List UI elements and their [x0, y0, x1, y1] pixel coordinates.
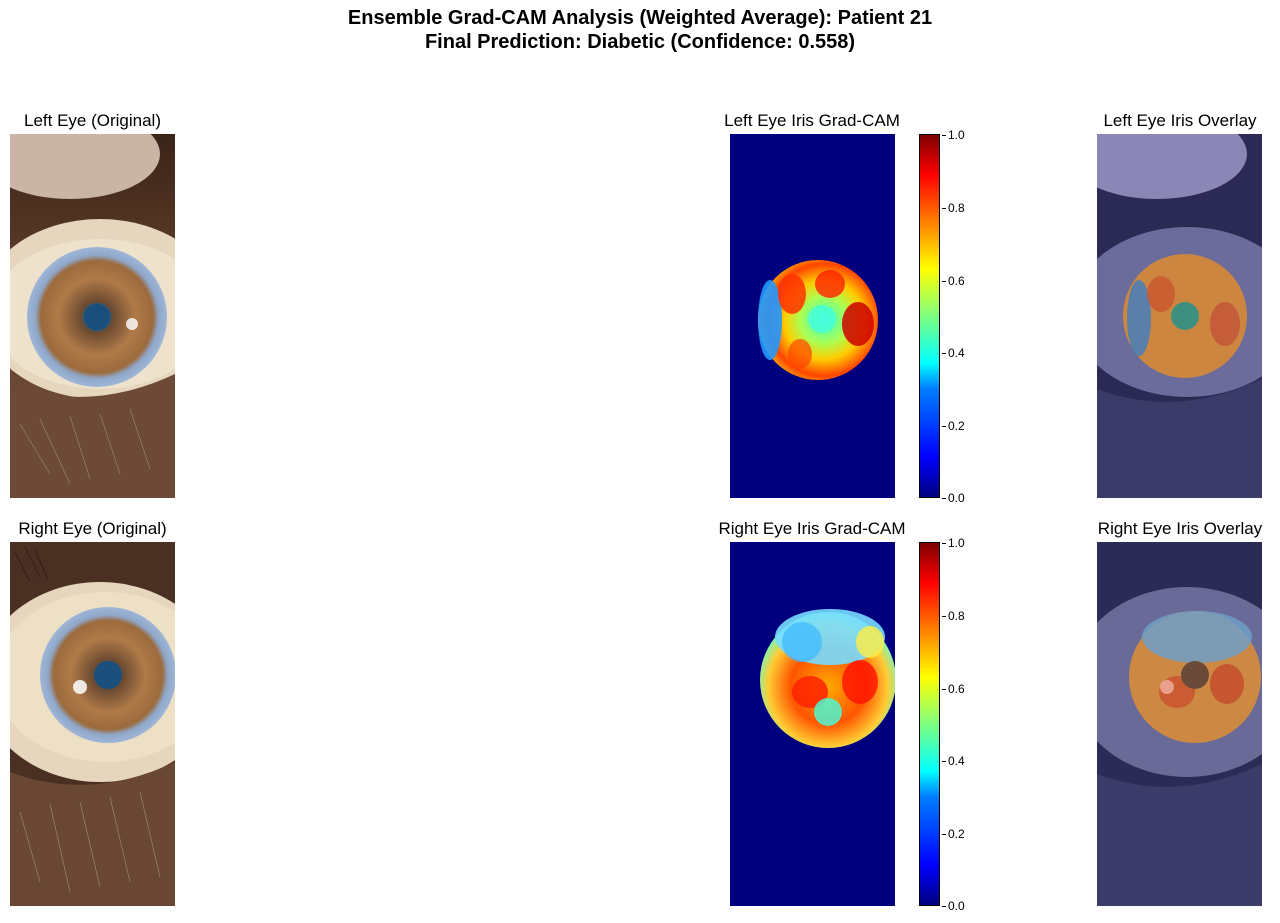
left-colorbar — [919, 134, 940, 498]
right-eye-original-image — [10, 542, 175, 906]
left-cbar-tick: 0.8 — [942, 201, 965, 215]
left-overlay-title: Left Eye Iris Overlay — [1103, 111, 1257, 130]
right-gradcam-title: Right Eye Iris Grad-CAM — [718, 519, 906, 538]
right-eye-gradcam-heatmap — [730, 542, 895, 906]
right-cbar-tick: 1.0 — [942, 536, 965, 550]
right-cbar-tick: 0.6 — [942, 682, 965, 696]
figure-title: Ensemble Grad-CAM Analysis (Weighted Ave… — [0, 6, 1280, 54]
right-cbar-tick: 0.8 — [942, 609, 965, 623]
left-cbar-tick: 1.0 — [942, 128, 965, 142]
left-cbar-tick: 0.0 — [942, 491, 965, 505]
right-cbar-tick: 0.2 — [942, 827, 965, 841]
title-line-1: Ensemble Grad-CAM Analysis (Weighted Ave… — [347, 7, 933, 29]
title-line-2: Final Prediction: Diabetic (Confidence: … — [424, 31, 856, 53]
right-cbar-tick: 0.4 — [942, 754, 965, 768]
left-cbar-tick: 0.2 — [942, 419, 965, 433]
right-cbar-tick: 0.0 — [942, 899, 965, 913]
right-original-title: Right Eye (Original) — [18, 519, 167, 538]
right-eye-overlay-image — [1097, 542, 1262, 906]
left-original-title: Left Eye (Original) — [24, 111, 161, 130]
right-overlay-title: Right Eye Iris Overlay — [1097, 519, 1263, 538]
left-gradcam-title: Left Eye Iris Grad-CAM — [724, 111, 900, 130]
left-eye-overlay-image — [1097, 134, 1262, 498]
left-eye-original-image — [10, 134, 175, 498]
left-cbar-tick: 0.4 — [942, 346, 965, 360]
left-eye-gradcam-heatmap — [730, 134, 895, 498]
right-colorbar — [919, 542, 940, 906]
left-cbar-tick: 0.6 — [942, 274, 965, 288]
